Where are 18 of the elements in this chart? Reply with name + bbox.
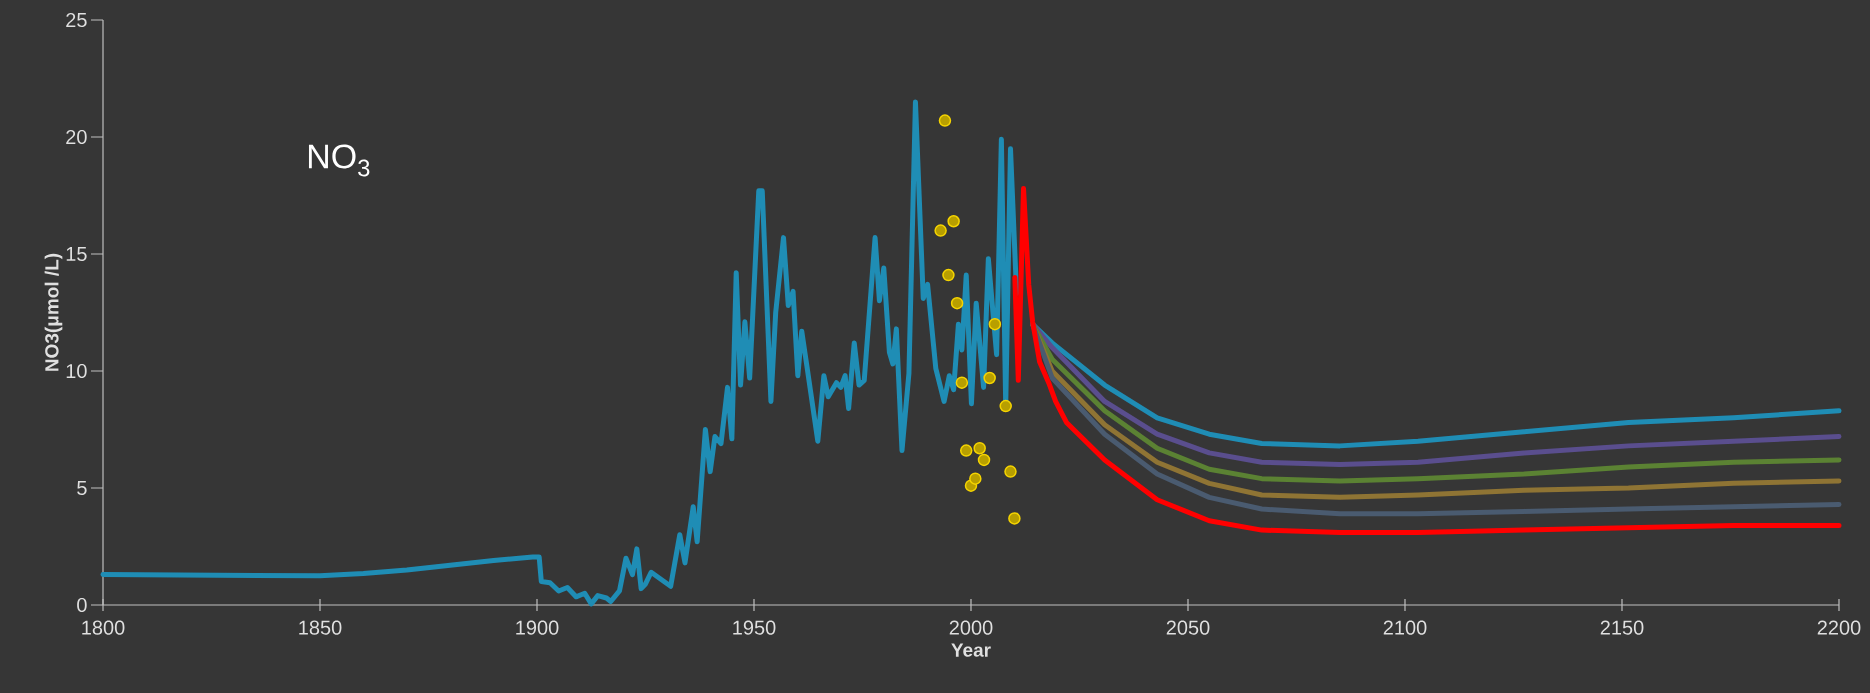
y-tick-label: 20 [66, 129, 87, 145]
x-tick-label: 2150 [1600, 620, 1644, 635]
x-tick-label: 2050 [1166, 620, 1210, 635]
x-tick-label: 2000 [949, 620, 993, 635]
x-tick-label: 2200 [1817, 620, 1861, 635]
y-tick-label: 25 [66, 12, 87, 28]
x-tick-label: 1950 [733, 620, 776, 635]
y-axis-title: NO3(μmol /L) [44, 253, 63, 371]
y-tick-label: 10 [66, 363, 87, 379]
x-axis-title: Year [951, 643, 991, 657]
y-tick-label: 0 [77, 597, 87, 613]
y-tick-label: 5 [77, 481, 87, 495]
x-tick-label: 1900 [516, 620, 559, 635]
x-tick-label: 1850 [299, 620, 342, 635]
y-tick-label: 15 [66, 247, 87, 261]
x-tick-label: 2100 [1383, 620, 1427, 635]
x-tick-label: 1800 [82, 620, 125, 635]
annotation: NO$_{3}$ [308, 144, 370, 177]
